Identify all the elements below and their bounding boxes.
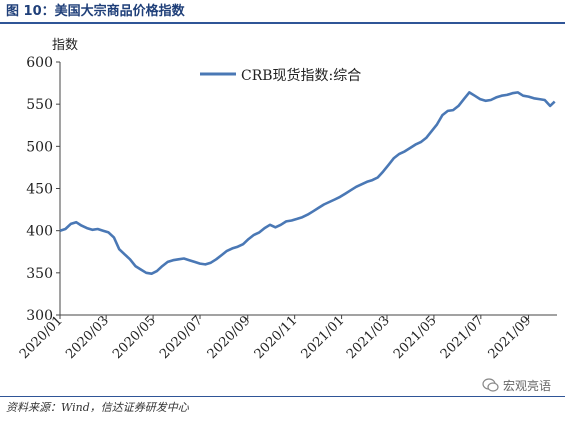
x-tick-label: 2021/01 — [299, 313, 348, 362]
y-tick-label: 300 — [26, 308, 53, 324]
y-tick-label: 400 — [26, 224, 53, 240]
x-axis-ticks: 2020/012020/032020/052020/072020/092020/… — [17, 313, 534, 362]
x-tick-label: 2021/03 — [344, 313, 393, 362]
crb-index-chart: 300 350 400 450 500 550 600 2020/012020/032020… — [17, 38, 557, 362]
legend-label: CRB现货指数:综合 — [241, 67, 361, 84]
x-tick-label: 2020/05 — [110, 313, 159, 362]
y-tick-label: 600 — [26, 55, 53, 71]
y-tick-label: 550 — [26, 97, 53, 113]
legend: CRB现货指数:综合 — [200, 67, 361, 84]
x-tick-label: 2020/11 — [252, 313, 301, 362]
watermark: 宏观亮语 — [482, 377, 551, 394]
x-tick-label: 2021/05 — [391, 313, 440, 362]
series-line-crb-index — [59, 91, 556, 275]
source-note: 资料来源：Wind，信达证券研发中心 — [6, 401, 189, 414]
y-tick-label: 350 — [26, 266, 53, 282]
chat-bubble-icon — [482, 378, 499, 392]
x-tick-label: 2020/03 — [63, 313, 112, 362]
x-tick-label: 2020/09 — [205, 313, 254, 362]
y-tick-label: 500 — [26, 139, 53, 155]
y-tick-label: 450 — [26, 182, 53, 198]
y-axis-label: 指数 — [52, 38, 78, 53]
x-tick-label: 2020/07 — [157, 313, 206, 362]
series-group — [59, 91, 556, 275]
figure-title: 图 10：美国大宗商品价格指数 — [0, 0, 565, 24]
x-tick-label: 2021/09 — [486, 313, 535, 362]
footer-divider — [0, 396, 565, 397]
x-tick-label: 2021/07 — [438, 313, 487, 362]
watermark-text: 宏观亮语 — [502, 379, 551, 393]
y-axis-ticks: 300 350 400 450 500 550 600 — [26, 55, 60, 324]
